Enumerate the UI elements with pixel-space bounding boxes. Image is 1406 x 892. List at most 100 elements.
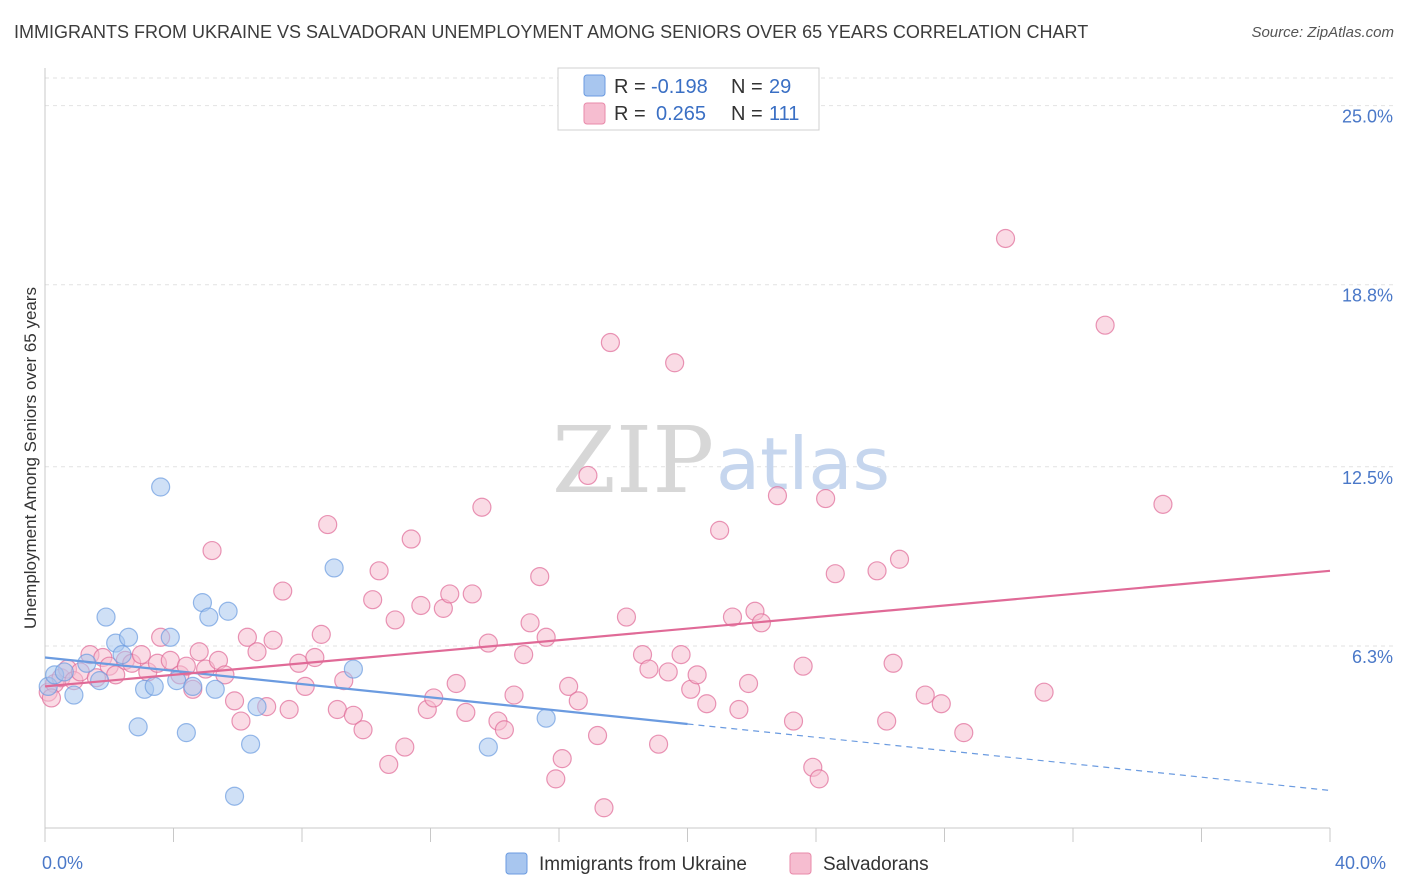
salvadoran-point: [546, 769, 566, 789]
salvadoran-point: [189, 642, 209, 662]
legend-n-label-ukraine: N =: [731, 76, 763, 98]
salvadoran-point: [793, 656, 813, 676]
bottom-legend-swatch-salvadorans: [789, 852, 812, 875]
ukraine-point: [151, 477, 171, 497]
salvadoran-point: [767, 486, 788, 506]
salvadoran-point: [883, 653, 903, 673]
bottom-legend-label-salvadorans: Salvadorans: [823, 854, 929, 875]
ukraine-point: [64, 685, 84, 705]
salvadoran-point: [231, 711, 251, 731]
salvadoran-point: [889, 549, 910, 569]
salvadoran-point: [353, 720, 373, 740]
salvadoran-point: [295, 676, 315, 697]
salvadoran-point: [247, 642, 267, 662]
salvadoran-point: [279, 699, 299, 720]
ukraine-point: [241, 734, 261, 754]
ukraine-point: [176, 723, 196, 743]
ukraine-point: [128, 717, 148, 737]
salvadoran-point: [131, 645, 151, 665]
salvadoran-point: [877, 711, 897, 731]
y-axis-label: Unemployment Among Seniors over 65 years: [21, 287, 40, 629]
salvadoran-point: [867, 561, 887, 581]
salvadoran-point: [552, 749, 572, 769]
ukraine-point: [199, 607, 219, 627]
ukraine-points: [38, 477, 556, 806]
legend-n-label-salvadorans: N =: [731, 103, 763, 125]
salvadoran-point: [600, 332, 621, 353]
salvadoran-point: [440, 584, 460, 604]
ukraine-point: [478, 737, 498, 757]
salvadoran-point: [568, 691, 588, 711]
legend-swatch-ukraine: [583, 74, 606, 97]
salvadoran-point: [816, 488, 836, 509]
salvadoran-point: [954, 723, 974, 743]
salvadoran-point: [411, 595, 431, 616]
x-axis-ticks: [44, 828, 1331, 842]
salvadoran-point: [514, 645, 534, 665]
salvadoran-point: [1034, 682, 1054, 702]
ukraine-point: [324, 558, 344, 578]
salvadoran-point: [305, 647, 325, 668]
legend-n-value-ukraine: 29: [769, 76, 791, 98]
salvadoran-point: [671, 645, 691, 665]
salvadoran-point: [710, 520, 730, 540]
salvadoran-point: [687, 665, 707, 685]
trend-lines: [44, 569, 1331, 792]
salvadoran-point: [478, 633, 498, 653]
salvadoran-point: [697, 694, 717, 714]
ukraine-point: [112, 645, 132, 665]
legend-r-value-salvadorans: 0.265: [656, 103, 706, 125]
salvadoran-point: [494, 720, 514, 740]
y-tick-label: 18.8%: [1342, 286, 1393, 306]
salvadoran-point: [237, 627, 257, 647]
salvadoran-trend-line: [44, 569, 1331, 688]
salvadoran-point: [379, 754, 399, 775]
legend-r-label-ukraine: R =: [614, 76, 646, 98]
ukraine-point: [224, 786, 245, 806]
ukraine-point: [160, 627, 180, 647]
salvadoran-point: [446, 673, 466, 694]
salvadoran-point: [722, 607, 743, 627]
ukraine-point: [247, 697, 267, 717]
salvadoran-point: [915, 685, 935, 705]
bottom-legend-label-ukraine: Immigrants from Ukraine: [539, 854, 747, 875]
salvadoran-point: [931, 694, 951, 714]
salvadoran-point: [369, 561, 389, 581]
salvadoran-point: [783, 711, 804, 731]
ukraine-point: [54, 662, 74, 682]
salvadoran-point: [729, 699, 749, 720]
salvadoran-point: [401, 529, 421, 549]
salvadoran-point: [318, 514, 338, 535]
source-credit: Source: ZipAtlas.com: [1251, 24, 1394, 41]
watermark-atlas: atlas: [716, 422, 890, 506]
y-tick-label: 6.3%: [1352, 647, 1393, 667]
y-axis-tick-labels: 6.3% 12.5% 18.8% 25.0%: [1342, 107, 1393, 667]
salvadoran-point: [536, 627, 556, 647]
salvadoran-point: [520, 613, 540, 633]
legend-swatch-salvadorans: [583, 102, 606, 125]
ukraine-point: [343, 659, 363, 679]
ukraine-point: [118, 627, 139, 647]
ukraine-trend-extension: [687, 723, 1331, 792]
x-tick-label-max: 40.0%: [1335, 853, 1386, 873]
salvadoran-point: [327, 699, 347, 720]
salvadoran-point: [311, 624, 331, 644]
salvadoran-point: [343, 705, 363, 725]
salvadoran-point: [825, 564, 845, 584]
legend-r-value-ukraine: -0.198: [651, 76, 708, 98]
correlation-legend: R = -0.198 N = 29 R = 0.265 N = 111: [557, 67, 820, 131]
salvadoran-point: [273, 581, 293, 601]
bottom-legend-swatch-ukraine: [505, 852, 528, 875]
ukraine-point: [218, 601, 238, 621]
legend-n-value-salvadorans: 111: [769, 103, 799, 125]
salvadoran-point: [504, 685, 524, 705]
salvadoran-point: [530, 566, 550, 587]
salvadoran-point: [995, 228, 1016, 249]
salvadoran-point: [738, 673, 759, 694]
salvadoran-point: [616, 607, 637, 627]
salvadoran-point: [395, 737, 415, 757]
ukraine-point: [536, 708, 556, 728]
salvadoran-point: [559, 676, 579, 697]
salvadoran-point: [658, 662, 678, 682]
gridlines: [45, 77, 1395, 647]
